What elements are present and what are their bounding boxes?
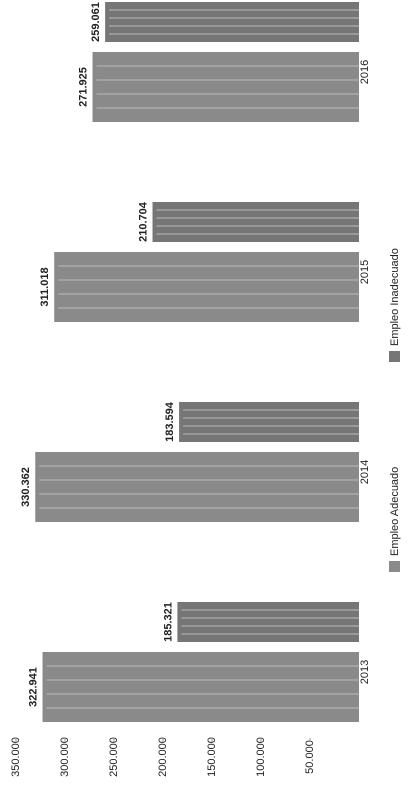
y-tick-label: 250.000 <box>108 737 120 777</box>
bar <box>153 202 359 242</box>
value-label: 210.704 <box>137 201 149 242</box>
legend-swatch <box>389 561 400 572</box>
legend-swatch <box>389 351 400 362</box>
value-label: 259.061 <box>90 2 102 42</box>
x-tick-label: 2016 <box>359 60 371 84</box>
x-tick-label: 2015 <box>359 260 371 284</box>
legend-label: Empleo Adecuado <box>389 467 401 556</box>
legend-label: Empleo Inadecuado <box>389 248 401 346</box>
x-tick-label: 2014 <box>359 460 371 484</box>
x-tick-label: 2013 <box>359 660 371 684</box>
y-tick-label: 300.000 <box>59 737 71 777</box>
value-label: 183.594 <box>164 401 176 442</box>
bar <box>54 252 359 322</box>
value-label: 330.362 <box>20 467 32 507</box>
bar <box>35 452 359 522</box>
bar <box>105 2 359 42</box>
bar <box>177 602 359 642</box>
y-tick-label: 50.000 <box>304 740 316 774</box>
y-tick-label: 200.000 <box>157 737 169 777</box>
value-label: 185.321 <box>162 602 174 642</box>
y-tick-label: 350.000 <box>10 737 22 777</box>
bar <box>93 52 359 122</box>
rotated-plot: 50.000 100.000 150.000 200.000 250.000 300.00… <box>10 2 401 777</box>
bar <box>43 652 359 722</box>
value-label: 311.018 <box>39 267 51 306</box>
chart: 50.000 100.000 150.000 200.000 250.000 300.00… <box>0 0 409 802</box>
value-label: 271.925 <box>77 67 89 107</box>
bar <box>179 402 359 442</box>
y-tick-label: 150.000 <box>206 737 218 777</box>
y-tick-label: 100.000 <box>255 737 267 777</box>
value-label: 322.941 <box>27 667 39 707</box>
